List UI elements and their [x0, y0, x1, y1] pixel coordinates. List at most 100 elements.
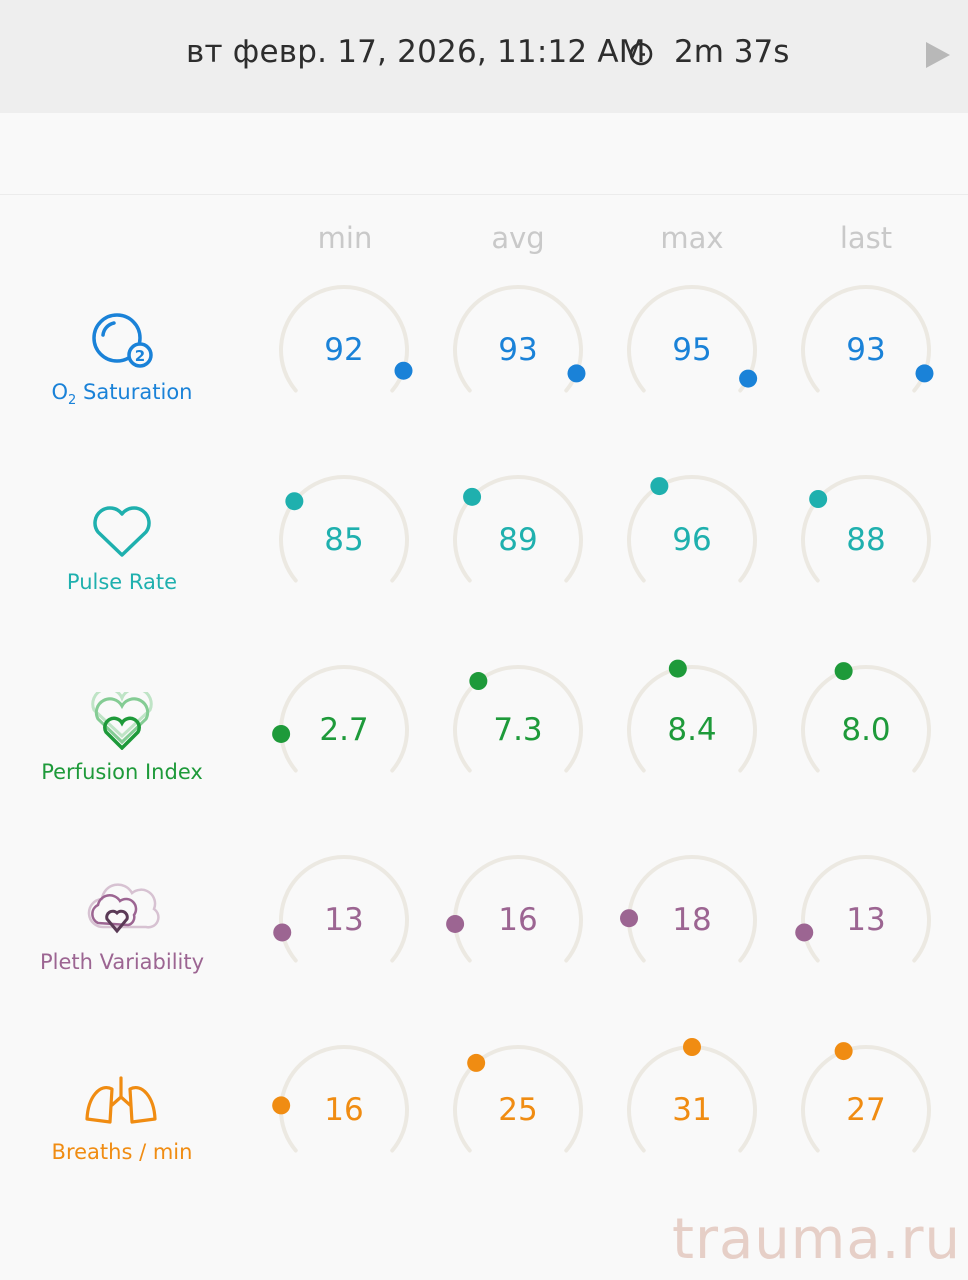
watermark: trauma.ru — [672, 1207, 961, 1272]
gauge-track — [627, 665, 757, 773]
gauge-arc-breaths-avg — [453, 1045, 583, 1153]
gauge-arc-pulse-last — [801, 475, 931, 583]
gauge-track — [801, 1045, 931, 1153]
gauge-indicator-dot — [620, 909, 639, 928]
gauge-arc-pulse-min — [279, 475, 409, 583]
row-label-pulse-rate: Pulse Rate — [66, 570, 178, 594]
gauge-o2-min: 92 — [279, 285, 419, 425]
gauge-arc-pleth-min — [273, 855, 409, 963]
gauge-arc-breaths-last — [801, 1042, 931, 1153]
gauge-pleth-last: 13 — [795, 855, 941, 995]
gauge-value-pulse-last: 88 — [846, 522, 886, 558]
gauge-indicator-dot — [809, 490, 828, 508]
gauge-indicator-dot — [915, 364, 934, 383]
gauge-pleth-max: 18 — [620, 855, 767, 995]
gauge-arc-o2-max — [627, 285, 758, 393]
lungs-icon — [85, 1076, 157, 1124]
gauge-perfusion-last: 8.0 — [801, 662, 941, 805]
cloud-heart-icon — [87, 883, 160, 934]
gauge-indicator-dot — [567, 364, 586, 383]
gauge-track — [279, 285, 409, 393]
gauge-track — [801, 665, 931, 773]
row-label-o2-saturation: O2 Saturation — [51, 380, 193, 409]
gauge-arc-breaths-min — [272, 1045, 409, 1153]
gauge-value-pleth-min: 13 — [324, 902, 364, 938]
gauge-value-breaths-last: 27 — [846, 1092, 886, 1128]
gauge-arc-pulse-max — [627, 475, 757, 583]
gauge-value-perfusion-min: 2.7 — [319, 712, 369, 748]
gauge-track — [279, 855, 409, 963]
gauge-arc-o2-last — [801, 285, 934, 393]
gauge-perfusion-max: 8.4 — [627, 659, 767, 805]
gauge-indicator-dot — [650, 477, 669, 496]
gauge-track — [627, 475, 757, 583]
gauge-indicator-dot — [446, 914, 465, 933]
gauge-indicator-dot — [683, 1038, 701, 1056]
gauge-indicator-dot — [795, 923, 814, 942]
gauge-value-o2-min: 92 — [324, 332, 364, 368]
gauge-arc-o2-avg — [453, 285, 586, 393]
gauge-o2-max: 95 — [627, 285, 767, 425]
layered-heart-icon — [91, 692, 153, 750]
gauge-o2-last: 93 — [801, 285, 941, 425]
row-label-breaths-per-min: Breaths / min — [51, 1140, 193, 1164]
gauge-indicator-dot — [272, 1096, 291, 1115]
svg-text:2: 2 — [135, 347, 145, 365]
gauge-indicator-dot — [668, 659, 687, 678]
gauge-indicator-dot — [272, 724, 291, 743]
gauge-breaths-last: 27 — [801, 1042, 941, 1185]
column-header-avg: avg — [491, 221, 545, 255]
gauge-track — [801, 475, 931, 583]
top-bar: вт февр. 17, 2026, 11:12 AM 2m 37s — [0, 0, 968, 113]
gauge-perfusion-avg: 7.3 — [453, 665, 593, 805]
heart-icon — [93, 506, 151, 557]
gauge-value-pleth-avg: 16 — [498, 902, 538, 938]
gauge-track — [801, 285, 931, 393]
header-divider — [0, 194, 968, 195]
gauge-value-perfusion-avg: 7.3 — [493, 712, 543, 748]
gauge-value-o2-avg: 93 — [498, 332, 538, 368]
gauge-value-pleth-last: 13 — [846, 902, 886, 938]
session-duration: 2m 37s — [674, 34, 790, 70]
gauge-value-breaths-min: 16 — [324, 1092, 364, 1128]
gauge-o2-avg: 93 — [453, 285, 593, 425]
gauge-arc-perfusion-max — [627, 659, 757, 773]
gauge-pleth-min: 13 — [273, 855, 419, 995]
gauge-arc-o2-min — [279, 285, 413, 393]
gauge-arc-perfusion-min — [272, 665, 409, 773]
row-label-pleth-variability: Pleth Variability — [39, 950, 205, 974]
gauge-pulse-max: 96 — [627, 475, 767, 615]
gauge-value-breaths-max: 31 — [672, 1092, 712, 1128]
gauge-track — [453, 475, 583, 583]
play-icon[interactable] — [924, 40, 952, 70]
column-header-max: max — [660, 221, 724, 255]
column-header-last: last — [839, 221, 893, 255]
gauge-pulse-min: 85 — [279, 475, 419, 615]
gauge-value-pulse-max: 96 — [672, 522, 712, 558]
gauge-indicator-dot — [834, 1042, 853, 1061]
gauge-value-pulse-min: 85 — [324, 522, 364, 558]
gauge-track — [453, 665, 583, 773]
session-datetime: вт февр. 17, 2026, 11:12 AM — [186, 34, 646, 70]
gauge-pleth-avg: 16 — [446, 855, 593, 995]
gauge-value-pulse-avg: 89 — [498, 522, 538, 558]
gauge-pulse-avg: 89 — [453, 475, 593, 615]
row-label-perfusion-index: Perfusion Index — [41, 760, 203, 784]
gauge-indicator-dot — [834, 662, 853, 681]
gauge-value-perfusion-last: 8.0 — [841, 712, 891, 748]
gauge-indicator-dot — [273, 923, 292, 942]
gauge-value-breaths-avg: 25 — [498, 1092, 538, 1128]
gauge-arc-perfusion-last — [801, 662, 931, 773]
gauge-value-perfusion-max: 8.4 — [667, 712, 717, 748]
gauge-track — [279, 475, 409, 583]
gauge-pulse-last: 88 — [801, 475, 941, 615]
gauge-indicator-dot — [394, 361, 413, 380]
column-header-min: min — [317, 221, 373, 255]
gauge-breaths-min: 16 — [272, 1045, 419, 1185]
gauge-arc-pleth-avg — [446, 855, 583, 963]
clock-icon — [629, 42, 653, 66]
gauge-value-o2-last: 93 — [846, 332, 886, 368]
gauge-arc-pleth-last — [795, 855, 931, 963]
gauge-track — [453, 285, 583, 393]
gauge-track — [453, 1045, 583, 1153]
